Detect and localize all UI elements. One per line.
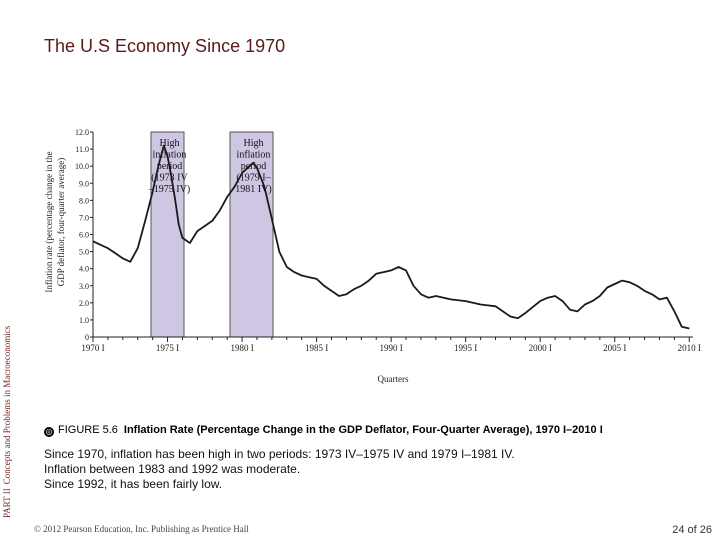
x-tick-label: 1985 I xyxy=(305,343,328,353)
y-tick-label: 12.0 xyxy=(75,128,89,137)
body-line: Inflation between 1983 and 1992 was mode… xyxy=(44,462,301,476)
x-tick-label: 1990 I xyxy=(380,343,403,353)
shaded-periods xyxy=(150,131,274,338)
figure-caption: ◎ FIGURE 5.6 Inflation Rate (Percentage Ch… xyxy=(44,424,603,437)
x-tick-label: 2010 I xyxy=(678,343,701,353)
period-label: (1979 I– xyxy=(236,173,271,184)
period-label: period xyxy=(157,161,183,172)
y-axis-label: GDP deflator, four-quarter average) xyxy=(56,158,66,287)
y-axis-label: Inflation rate (percentage change in the xyxy=(44,151,54,292)
chart-axes xyxy=(90,131,693,342)
y-tick-label: 2.0 xyxy=(79,299,89,308)
period-label: inflation xyxy=(153,150,187,161)
y-tick-label: 3.0 xyxy=(79,282,89,291)
y-tick-label: 1.0 xyxy=(79,316,89,325)
x-tick-label: 1970 I xyxy=(81,343,104,353)
y-tick-label: 11.0 xyxy=(75,145,89,154)
period-label: (1973 IV xyxy=(151,173,188,184)
period-label: High xyxy=(244,138,264,149)
inflation-series-line xyxy=(92,144,690,330)
x-axis-label: Quarters xyxy=(378,374,409,384)
page-indicator: 24 of 26 xyxy=(672,524,712,536)
shaded-period xyxy=(150,131,185,338)
y-tick-label: 10.0 xyxy=(75,162,89,171)
body-line: Since 1992, it has been fairly low. xyxy=(44,477,223,491)
copyright-footer: © 2012 Pearson Education, Inc. Publishin… xyxy=(34,524,249,534)
period-label: High xyxy=(160,138,180,149)
x-tick-label: 1995 I xyxy=(454,343,477,353)
x-tick-label: 2000 I xyxy=(529,343,552,353)
period-label: inflation xyxy=(237,150,271,161)
figure-icon: ◎ xyxy=(44,427,54,437)
body-line: Since 1970, inflation has been high in t… xyxy=(44,447,515,461)
side-label-part: PART II xyxy=(2,488,12,518)
slide-title: The U.S Economy Since 1970 xyxy=(44,36,286,56)
period-label: 1981 IV) xyxy=(235,184,271,195)
x-tick-label: 1980 I xyxy=(230,343,253,353)
figure-title: Inflation Rate (Percentage Change in the… xyxy=(123,424,603,436)
body-text: Since 1970, inflation has been high in t… xyxy=(44,447,515,492)
y-tick-label: 6.0 xyxy=(79,231,89,240)
period-label: –1975 IV) xyxy=(148,184,190,195)
chart-series xyxy=(92,144,690,330)
y-tick-label: 7.0 xyxy=(79,213,89,222)
period-label: period xyxy=(241,161,267,172)
y-tick-label: 0 xyxy=(85,333,89,342)
figure-number: FIGURE 5.6 xyxy=(58,424,118,436)
y-tick-label: 8.0 xyxy=(79,196,89,205)
x-tick-label: 1975 I xyxy=(156,343,179,353)
x-tick-label: 2005 I xyxy=(603,343,626,353)
y-tick-label: 9.0 xyxy=(79,179,89,188)
y-tick-label: 4.0 xyxy=(79,265,89,274)
y-tick-label: 5.0 xyxy=(79,248,89,257)
